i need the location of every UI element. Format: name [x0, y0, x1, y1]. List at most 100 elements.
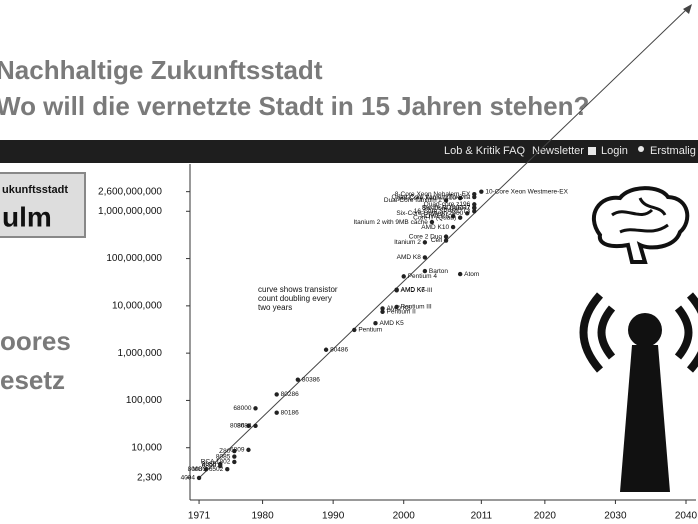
data-point [472, 191, 477, 197]
point-label: AMD K8 [397, 254, 422, 261]
data-point [274, 392, 279, 397]
point-label: 6800 [202, 463, 217, 470]
x-tick-label: 2011 [471, 511, 493, 522]
data-point [253, 423, 258, 429]
nav-link[interactable]: Newsletter [532, 145, 584, 157]
point-label: Barton [429, 268, 449, 275]
point-label: Itanium 2 with 9MB cache [354, 219, 429, 226]
slide-title: Nachhaltige Zukunftsstadt [0, 55, 323, 85]
tower-icon [579, 292, 698, 492]
y-tick-label: 100,000 [126, 395, 163, 406]
point-label: Atom [464, 271, 479, 278]
data-point [443, 234, 449, 239]
data-point [232, 454, 237, 459]
y-tick-label: 10,000,000 [112, 300, 162, 311]
point-label: AMD K6-III [401, 287, 433, 294]
x-tick-label: 2000 [393, 511, 416, 522]
data-point [450, 224, 456, 230]
x-tick-label: 1980 [251, 511, 274, 522]
point-label: AMD K5 [379, 320, 404, 327]
point-label: 6809 [230, 447, 245, 454]
data-point [394, 287, 399, 292]
data-point [465, 211, 470, 216]
data-point [472, 209, 477, 214]
y-tick-label: 2,300 [137, 473, 162, 484]
point-label: 8088 [237, 423, 252, 430]
point-label: 8085 [216, 453, 231, 460]
x-tick-label: 2030 [604, 511, 627, 522]
point-label: Six-Core Core i7 [422, 205, 470, 212]
point-label: 8-core POWER7 [422, 204, 471, 211]
point-label: Quad-core z196 [424, 201, 471, 208]
point-label: Core 2 Duo [409, 233, 443, 240]
point-label: Core i7 (Quad) [413, 214, 456, 221]
x-tick-label: 1971 [188, 511, 211, 522]
data-point [422, 240, 428, 245]
point-label: POWER6 [421, 213, 450, 220]
nav-link[interactable]: Erstmalig a [650, 145, 698, 157]
point-label: AMD K7 [401, 286, 426, 293]
side-text: oores [0, 326, 71, 356]
brain-icon [592, 186, 690, 264]
data-point [203, 467, 209, 472]
point-label: 10-Core Xeon Westmere-EX [485, 188, 568, 195]
nav-link[interactable]: Login [601, 145, 628, 157]
point-label: 80186 [281, 409, 299, 416]
data-point [253, 406, 258, 411]
data-point [443, 238, 449, 243]
data-point [401, 274, 406, 279]
data-point [352, 327, 357, 333]
point-label: Pentium [358, 327, 382, 334]
data-point [429, 219, 435, 225]
data-point [196, 475, 202, 481]
login-icon [588, 147, 596, 155]
data-point [218, 463, 223, 469]
point-label: Six-Core Xeon 7400 [398, 195, 457, 202]
point-label: AMD K10 [421, 224, 449, 231]
annotation: two years [258, 303, 292, 312]
y-tick-label: 1,000,000 [118, 348, 163, 359]
data-point [246, 423, 251, 429]
data-point [295, 377, 301, 382]
logo-text: ukunftsstadt [2, 184, 68, 196]
data-point [457, 195, 463, 201]
x-tick-label: 1990 [322, 511, 345, 522]
point-label: MOS 6502 [192, 466, 223, 473]
x-tick-label: 2040 [675, 511, 698, 522]
point-label: 8080 [202, 461, 217, 468]
point-label: 80486 [330, 346, 348, 353]
data-point [232, 448, 237, 454]
annotation: count doubling every [258, 294, 332, 303]
data-point [472, 202, 477, 207]
trend-arrow [683, 4, 692, 14]
data-point [457, 271, 463, 277]
point-label: Z80 [219, 448, 231, 455]
point-label: Cell [431, 237, 443, 244]
nav-bar [0, 140, 698, 163]
data-point [274, 410, 279, 415]
point-label: 80286 [281, 391, 299, 398]
point-label: Pentium II [387, 308, 416, 315]
point-label: Six-Core Opteron 2400 [396, 210, 463, 217]
data-point [380, 309, 385, 314]
logo-city: ulm [2, 201, 52, 232]
data-point [394, 304, 399, 310]
point-label: RCA 1802 [201, 459, 231, 466]
x-tick-label: 2020 [534, 511, 557, 522]
data-point [422, 255, 428, 260]
point-label: 68000 [233, 405, 251, 412]
point-label: AMD K6 [387, 305, 412, 312]
user-icon [638, 146, 644, 152]
nav-link[interactable]: Lob & Kritik [444, 145, 501, 157]
point-label: 8086 [230, 423, 245, 430]
trend-line [198, 7, 689, 479]
y-tick-label: 10,000 [131, 442, 162, 453]
point-label: Pentium 4 [408, 273, 438, 280]
data-point [246, 447, 251, 453]
data-point [422, 268, 428, 274]
nav-link[interactable]: FAQ [503, 145, 525, 157]
data-point [323, 347, 329, 352]
data-point [443, 198, 449, 203]
data-point [450, 213, 456, 219]
